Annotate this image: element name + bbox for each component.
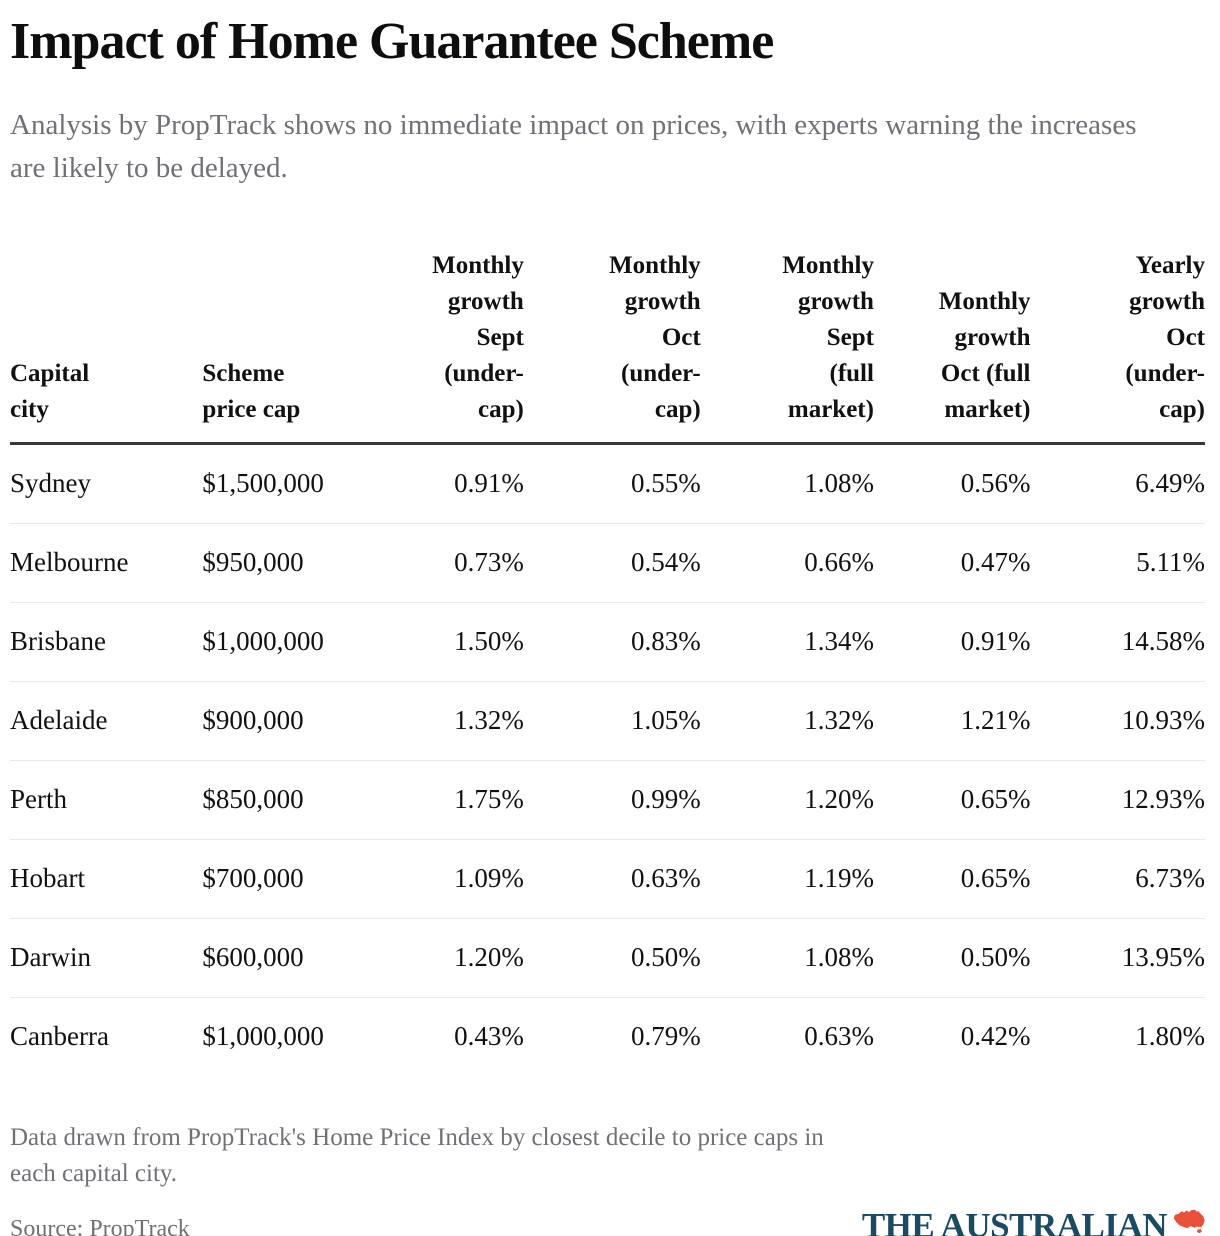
table-row: Darwin $600,000 1.20% 0.50% 1.08% 0.50% …: [10, 918, 1205, 998]
table-row: Canberra $1,000,000 0.43% 0.79% 0.63% 0.…: [10, 997, 1205, 1076]
growth-cell: 13.95%: [1030, 918, 1205, 998]
growth-cell: 0.47%: [873, 523, 1031, 603]
table-row: Melbourne $950,000 0.73% 0.54% 0.66% 0.4…: [10, 523, 1205, 603]
growth-cell: 0.55%: [523, 443, 701, 524]
growth-cell: 1.19%: [700, 839, 874, 919]
growth-cell: 1.32%: [350, 681, 524, 761]
table-row: Sydney $1,500,000 0.91% 0.55% 1.08% 0.56…: [10, 443, 1205, 524]
brand-name: THE AUSTRALIAN: [861, 1205, 1168, 1236]
growth-cell: 0.66%: [700, 523, 874, 603]
growth-cell: 0.43%: [454, 1020, 524, 1051]
growth-cell: 6.49%: [1030, 443, 1205, 524]
growth-cell: 1.75%: [350, 760, 524, 840]
growth-cell: 1.20%: [700, 760, 874, 840]
table-header-row: Capital city Scheme price cap Monthly gr…: [10, 247, 1205, 445]
growth-cell: 12.93%: [1030, 760, 1205, 840]
australia-map-icon: [1173, 1209, 1205, 1236]
growth-cell: 0.56%: [873, 443, 1031, 524]
source-label: Source: PropTrack: [10, 1215, 190, 1236]
growth-cell: 0.63%: [523, 839, 701, 919]
growth-cell: 0.42%: [960, 1020, 1031, 1051]
growth-cell: 1.50%: [350, 602, 524, 682]
growth-cell: 0.73%: [350, 523, 524, 603]
growth-cell: 5.11%: [1030, 523, 1205, 603]
table-row: Adelaide $900,000 1.32% 1.05% 1.32% 1.21…: [10, 681, 1205, 761]
price-cap-cell: $950,000: [202, 523, 351, 603]
growth-cell: 1.34%: [700, 602, 874, 682]
city-cell: Darwin: [10, 918, 203, 998]
growth-cell: 1.08%: [700, 918, 874, 998]
growth-cell: 0.83%: [523, 602, 701, 682]
city-cell: Adelaide: [10, 681, 203, 761]
growth-cell: 0.79%: [630, 1020, 701, 1051]
col-header-monthly-growth-sept-full-market: Monthly growth Sept (full market): [700, 247, 874, 445]
price-cap-cell: $1,500,000: [202, 443, 351, 524]
footer-bar: Source: PropTrack THE AUSTRALIAN: [10, 1208, 1205, 1236]
table-row: Brisbane $1,000,000 1.50% 0.83% 1.34% 0.…: [10, 602, 1205, 682]
growth-cell: 0.50%: [523, 918, 701, 998]
col-header-monthly-growth-sept-undercap: Monthly growth Sept (under- cap): [350, 247, 524, 445]
city-cell: Perth: [10, 760, 203, 840]
growth-cell: 0.91%: [350, 443, 524, 524]
growth-cell: 14.58%: [1030, 602, 1205, 682]
city-cell: Sydney: [10, 443, 203, 524]
growth-cell: 1.80%: [1135, 1020, 1205, 1051]
city-cell: Melbourne: [10, 523, 203, 603]
price-cap-cell: $600,000: [202, 918, 351, 998]
col-header-capital-city: Capital city: [10, 247, 203, 445]
growth-cell: 10.93%: [1030, 681, 1205, 761]
col-header-yearly-growth-oct-undercap: Yearly growth Oct (under- cap): [1030, 247, 1205, 445]
table-row: Perth $850,000 1.75% 0.99% 1.20% 0.65% 1…: [10, 760, 1205, 840]
growth-cell: 1.32%: [700, 681, 874, 761]
subtitle: Analysis by PropTrack shows no immediate…: [10, 109, 1137, 185]
col-header-monthly-growth-oct-full-market: Monthly growth Oct (full market): [873, 247, 1031, 445]
growth-cell: 1.21%: [873, 681, 1031, 761]
growth-cell: 0.63%: [804, 1020, 874, 1051]
growth-cell: 1.08%: [700, 443, 874, 524]
table-row: Hobart $700,000 1.09% 0.63% 1.19% 0.65% …: [10, 839, 1205, 919]
price-cap-cell: $850,000: [202, 760, 351, 840]
growth-cell: 0.65%: [873, 839, 1031, 919]
growth-cell: 1.05%: [523, 681, 701, 761]
price-cap-cell: $700,000: [202, 839, 351, 919]
city-cell: Hobart: [10, 839, 203, 919]
growth-cell: 0.65%: [873, 760, 1031, 840]
price-cap-cell: $900,000: [202, 681, 351, 761]
col-header-monthly-growth-oct-undercap: Monthly growth Oct (under- cap): [523, 247, 701, 445]
growth-cell: 0.99%: [523, 760, 701, 840]
page-title: Impact of Home Guarantee Scheme: [10, 13, 774, 70]
growth-cell: 0.54%: [523, 523, 701, 603]
price-cap-cell: $1,000,000: [202, 1020, 324, 1051]
price-cap-cell: $1,000,000: [202, 602, 351, 682]
col-header-scheme-price-cap: Scheme price cap: [202, 247, 351, 445]
footnote: Data drawn from PropTrack's Home Price I…: [10, 1123, 824, 1187]
brand-logo: THE AUSTRALIAN: [862, 1208, 1205, 1236]
growth-cell: 0.91%: [873, 602, 1031, 682]
growth-cell: 1.20%: [350, 918, 524, 998]
growth-cell: 6.73%: [1030, 839, 1205, 919]
data-table: Capital city Scheme price cap Monthly gr…: [10, 247, 1205, 1076]
city-cell: Brisbane: [10, 602, 203, 682]
growth-cell: 0.50%: [873, 918, 1031, 998]
growth-cell: 1.09%: [350, 839, 524, 919]
city-cell: Canberra: [10, 1020, 109, 1051]
